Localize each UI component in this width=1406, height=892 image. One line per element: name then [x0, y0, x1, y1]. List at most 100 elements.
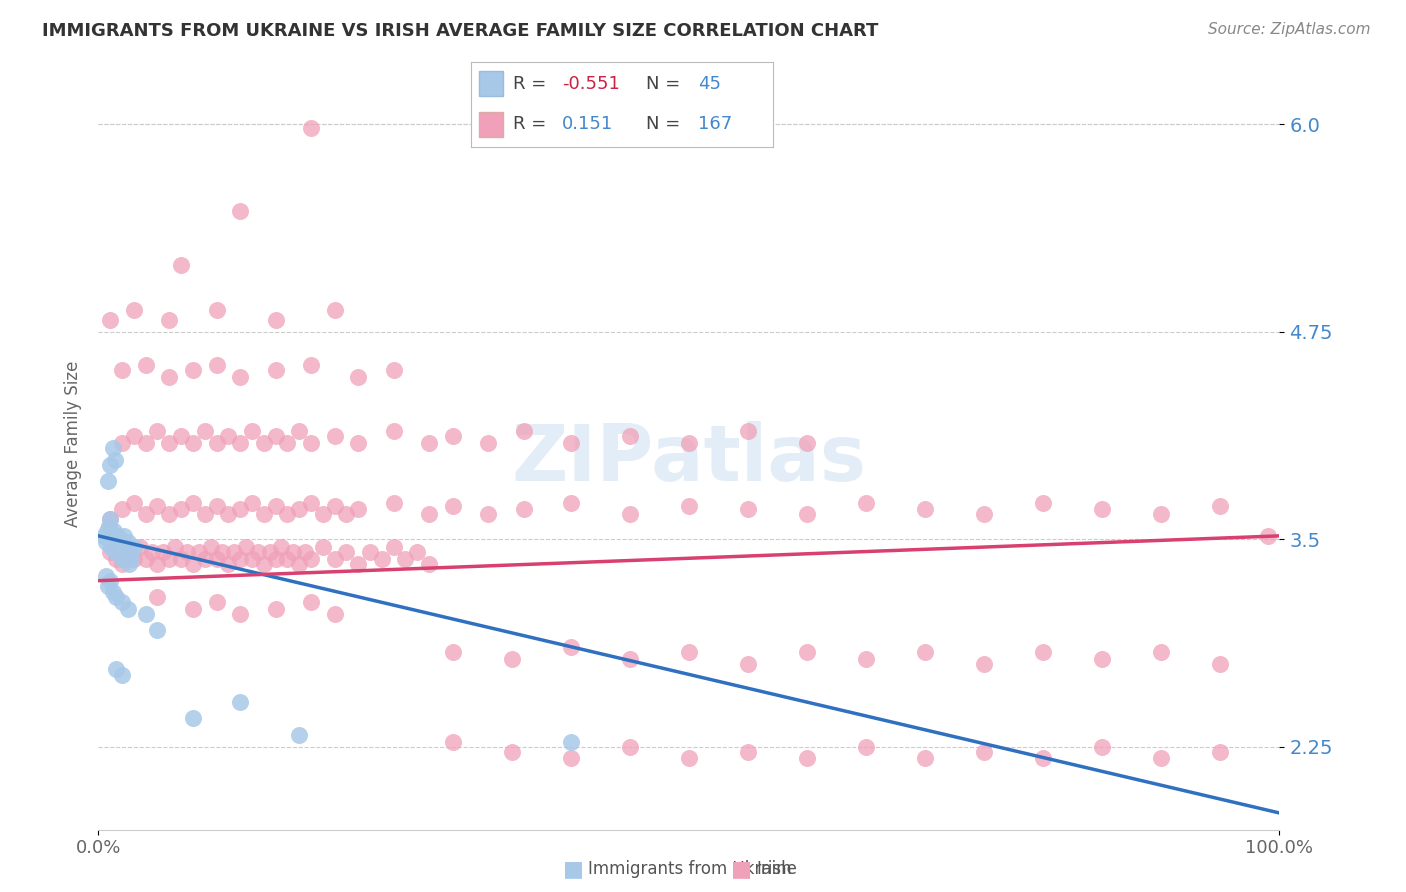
Point — [205, 303, 228, 318]
Point — [973, 745, 995, 759]
Point — [157, 369, 180, 384]
Point — [323, 499, 346, 513]
Point — [170, 502, 193, 516]
Point — [737, 502, 759, 516]
Point — [270, 541, 292, 555]
Point — [146, 624, 169, 638]
Point — [347, 557, 370, 571]
Point — [111, 595, 134, 609]
Point — [121, 552, 143, 566]
Point — [115, 545, 138, 559]
Point — [796, 751, 818, 765]
Point — [560, 496, 582, 510]
Point — [111, 436, 134, 450]
Point — [619, 508, 641, 522]
Point — [107, 529, 129, 543]
Point — [105, 591, 128, 605]
Point — [229, 502, 252, 516]
Point — [1091, 739, 1114, 754]
Point — [141, 545, 163, 559]
Point — [98, 519, 121, 533]
Point — [157, 313, 180, 327]
Point — [1209, 657, 1232, 671]
Point — [152, 545, 174, 559]
Point — [157, 552, 180, 566]
Point — [678, 751, 700, 765]
Point — [678, 645, 700, 659]
Point — [111, 552, 134, 566]
Point — [146, 591, 169, 605]
Point — [299, 552, 322, 566]
Point — [120, 545, 142, 559]
Point — [1257, 529, 1279, 543]
Point — [323, 552, 346, 566]
Bar — [478, 112, 503, 137]
Point — [737, 425, 759, 439]
Point — [283, 545, 305, 559]
Point — [1091, 651, 1114, 665]
Point — [135, 607, 157, 621]
Point — [114, 552, 136, 566]
Point — [170, 259, 193, 273]
Point — [181, 363, 204, 377]
Point — [97, 474, 120, 488]
Point — [312, 541, 335, 555]
Point — [104, 545, 127, 559]
Point — [240, 552, 263, 566]
Point — [104, 452, 127, 467]
Point — [135, 508, 157, 522]
Point — [253, 557, 276, 571]
Text: 45: 45 — [697, 75, 721, 93]
Point — [477, 508, 499, 522]
Point — [96, 524, 118, 538]
Point — [135, 552, 157, 566]
Point — [299, 120, 322, 135]
Bar — [478, 71, 503, 96]
Point — [288, 425, 311, 439]
Point — [512, 502, 534, 516]
Point — [276, 508, 298, 522]
Point — [299, 436, 322, 450]
Point — [205, 436, 228, 450]
Point — [335, 508, 357, 522]
Point — [97, 579, 120, 593]
Point — [264, 552, 287, 566]
Point — [105, 552, 128, 566]
Point — [117, 545, 139, 559]
Text: -0.551: -0.551 — [562, 75, 620, 93]
Point — [122, 303, 145, 318]
Point — [122, 541, 145, 555]
Point — [737, 745, 759, 759]
Point — [181, 711, 204, 725]
Point — [111, 557, 134, 571]
Point — [276, 552, 298, 566]
Point — [205, 552, 228, 566]
Point — [111, 363, 134, 377]
Point — [165, 541, 187, 555]
Point — [382, 496, 405, 510]
Point — [914, 502, 936, 516]
Point — [111, 502, 134, 516]
Point — [678, 499, 700, 513]
Point — [855, 651, 877, 665]
Point — [276, 436, 298, 450]
Point — [170, 552, 193, 566]
Point — [93, 529, 115, 543]
Point — [181, 557, 204, 571]
Point — [973, 508, 995, 522]
Point — [105, 541, 128, 555]
Point — [359, 545, 381, 559]
Point — [229, 607, 252, 621]
Point — [264, 313, 287, 327]
Point — [259, 545, 281, 559]
Point — [796, 645, 818, 659]
Point — [105, 662, 128, 676]
Point — [1209, 745, 1232, 759]
Point — [105, 532, 128, 546]
Point — [157, 436, 180, 450]
Point — [371, 552, 394, 566]
Point — [205, 499, 228, 513]
Point — [170, 429, 193, 443]
Point — [97, 532, 120, 546]
Point — [1209, 499, 1232, 513]
